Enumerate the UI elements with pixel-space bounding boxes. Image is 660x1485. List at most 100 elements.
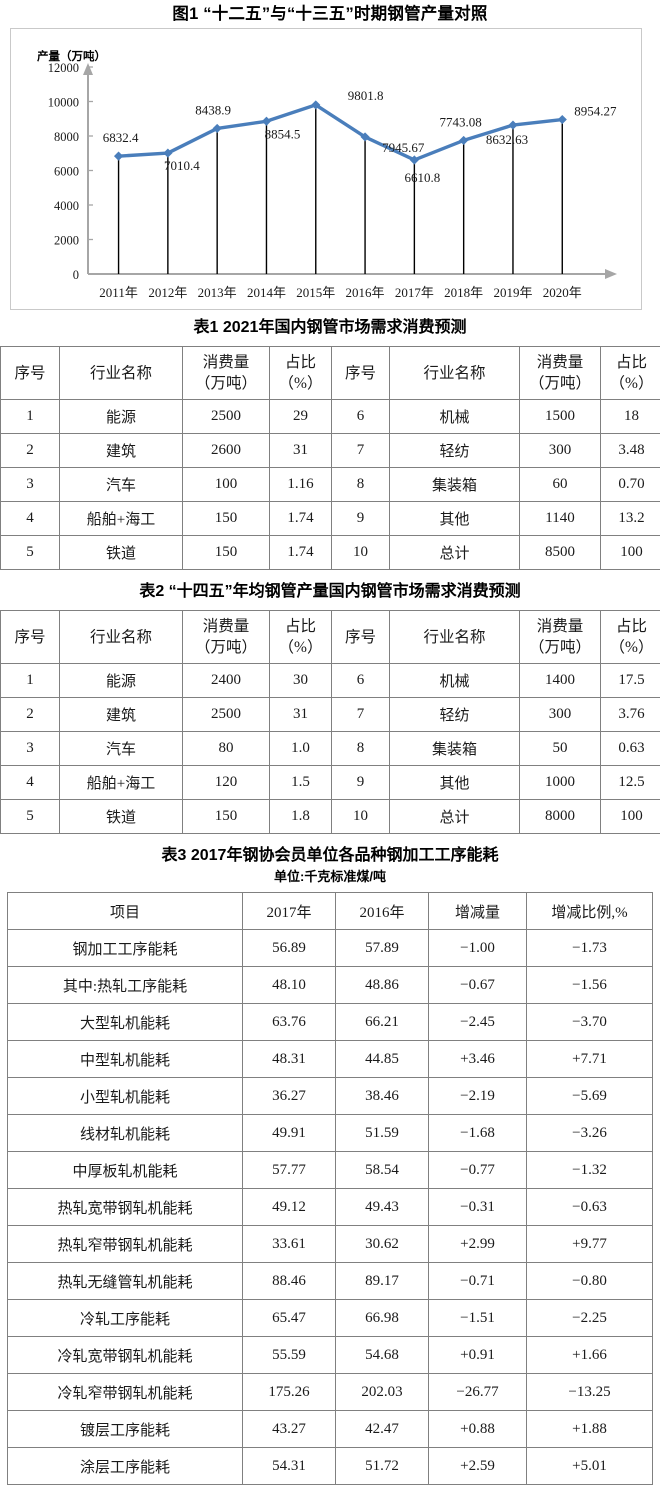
- table-cell: 2400: [183, 664, 270, 698]
- table-cell: −0.67: [429, 967, 527, 1004]
- table-cell: 冷轧宽带钢轧机能耗: [8, 1337, 243, 1374]
- table2-title: 表2 “十四五”年均钢管产量国内钢管市场需求消费预测: [0, 580, 660, 604]
- table-cell: 51.72: [336, 1448, 429, 1485]
- table-cell: +0.91: [429, 1337, 527, 1374]
- table-cell: −1.68: [429, 1115, 527, 1152]
- table-cell: 120: [183, 766, 270, 800]
- table-cell: 150: [183, 536, 270, 570]
- table-cell: 60: [520, 468, 601, 502]
- chart-x-tick-label: 2017年: [395, 285, 434, 300]
- chart-x-tick-label: 2018年: [444, 285, 483, 300]
- table-cell: −0.31: [429, 1189, 527, 1226]
- table-cell: 0.70: [601, 468, 660, 502]
- table-cell: 57.77: [243, 1152, 336, 1189]
- table-cell: 1140: [520, 502, 601, 536]
- table-cell: 机械: [390, 400, 520, 434]
- table-header-cell: 行业名称: [390, 611, 520, 664]
- table-cell: 88.46: [243, 1263, 336, 1300]
- header-line-1: 占比: [271, 616, 330, 637]
- table-cell: −26.77: [429, 1374, 527, 1411]
- chart-y-axis-label: 产量（万吨）: [37, 48, 106, 64]
- table-cell: 汽车: [60, 468, 183, 502]
- table-cell: −1.00: [429, 930, 527, 967]
- table-cell: 9: [332, 502, 390, 536]
- header-line-2: （万吨）: [521, 637, 599, 658]
- table-cell: 6: [332, 664, 390, 698]
- table-cell: 29: [270, 400, 332, 434]
- table-cell: +9.77: [527, 1226, 653, 1263]
- header-line-2: （%）: [271, 373, 330, 394]
- table-cell: 150: [183, 800, 270, 834]
- table-cell: 63.76: [243, 1004, 336, 1041]
- svg-text:8000: 8000: [54, 130, 79, 144]
- chart-value-label: 9801.8: [348, 88, 384, 103]
- table-cell: 1.5: [270, 766, 332, 800]
- table-header-cell: 行业名称: [60, 347, 183, 400]
- figure1-title: 图1 “十二五”与“十三五”时期钢管产量对照: [0, 0, 660, 28]
- table-header-cell: 消费量（万吨）: [183, 611, 270, 664]
- table-cell: 8000: [520, 800, 601, 834]
- chart-x-tick-label: 2019年: [493, 285, 532, 300]
- table-cell: +2.59: [429, 1448, 527, 1485]
- table-cell: 43.27: [243, 1411, 336, 1448]
- table-header-cell: 2017年: [243, 893, 336, 930]
- table-cell: 船舶+海工: [60, 502, 183, 536]
- table-cell: 2: [1, 698, 60, 732]
- header-line-2: （%）: [602, 373, 660, 394]
- table-cell: 66.98: [336, 1300, 429, 1337]
- chart-value-label: 6832.4: [103, 130, 139, 145]
- table-cell: −13.25: [527, 1374, 653, 1411]
- chart-value-label: 7945.67: [382, 140, 425, 155]
- table-cell: 小型轧机能耗: [8, 1078, 243, 1115]
- table-cell: 38.46: [336, 1078, 429, 1115]
- table-cell: 3.48: [601, 434, 660, 468]
- table-cell: 48.86: [336, 967, 429, 1004]
- table-cell: 100: [183, 468, 270, 502]
- table-cell: 31: [270, 698, 332, 732]
- table-cell: 54.31: [243, 1448, 336, 1485]
- table-cell: 13.2: [601, 502, 660, 536]
- table-cell: 51.59: [336, 1115, 429, 1152]
- table-cell: 2600: [183, 434, 270, 468]
- table-cell: 100: [601, 800, 660, 834]
- table-cell: 2: [1, 434, 60, 468]
- table-cell: 10: [332, 800, 390, 834]
- table-header-cell: 行业名称: [390, 347, 520, 400]
- table-cell: −2.19: [429, 1078, 527, 1115]
- table-cell: 能源: [60, 664, 183, 698]
- table-cell: −2.25: [527, 1300, 653, 1337]
- table-cell: 30.62: [336, 1226, 429, 1263]
- table-cell: 50: [520, 732, 601, 766]
- table-cell: 大型轧机能耗: [8, 1004, 243, 1041]
- table-cell: 汽车: [60, 732, 183, 766]
- table-cell: 2500: [183, 400, 270, 434]
- table-cell: 300: [520, 698, 601, 732]
- chart-value-label: 7743.08: [440, 114, 482, 129]
- svg-text:10000: 10000: [48, 96, 79, 110]
- table-cell: +2.99: [429, 1226, 527, 1263]
- table-cell: 55.59: [243, 1337, 336, 1374]
- table-cell: +3.46: [429, 1041, 527, 1078]
- chart-value-label: 8954.27: [574, 104, 617, 119]
- table-cell: −0.77: [429, 1152, 527, 1189]
- chart-x-tick-label: 2020年: [543, 285, 582, 300]
- table-cell: 轻纺: [390, 434, 520, 468]
- table-cell: 18: [601, 400, 660, 434]
- table-cell: 建筑: [60, 698, 183, 732]
- table-cell: 54.68: [336, 1337, 429, 1374]
- table-cell: 8500: [520, 536, 601, 570]
- header-line-2: （%）: [602, 637, 660, 658]
